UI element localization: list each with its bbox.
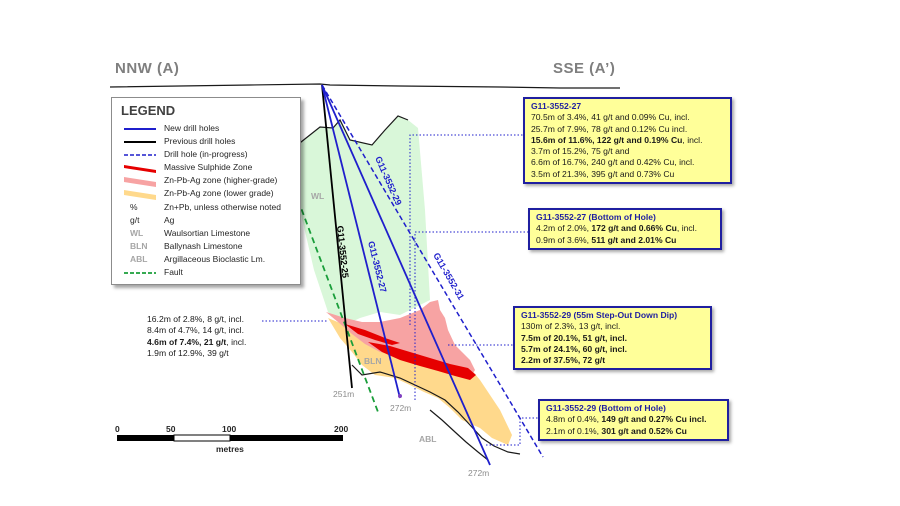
drill-hole-29 [321,84,491,466]
legend-abbr: BLN [130,241,148,251]
scale-tick-0: 0 [115,424,120,434]
hole-25-intercept: 16.2m of 2.8%, 8 g/t, incl. 8.4m of 4.7%… [147,314,246,359]
legend-label: Massive Sulphide Zone [164,162,253,172]
callout-line: 25.7m of 7.9%, 78 g/t and 0.12% Cu incl. [531,123,688,134]
legend-title: LEGEND [121,103,176,118]
callout-line: 3.7m of 15.2%, 75 g/t and [531,146,630,157]
callout-hole-27-bottom: G11-3552-27 (Bottom of Hole) 4.2m of 2.0… [528,208,722,250]
callout-line: 5.7m of 24.1%, 60 g/t, incl. [521,343,628,354]
callout-line: 2.2m of 37.5%, 72 g/t [521,355,606,366]
legend-label: Previous drill holes [164,136,236,146]
intercept-line: 1.9m of 12.9%, 39 g/t [147,347,229,358]
leader-29-bottom [486,417,538,446]
legend-label: Drill hole (in-progress) [164,149,248,159]
intercept-line: 4.6m of 7.4%, 21 g/t, incl. [147,336,247,347]
intercept-line: 16.2m of 2.8%, 8 g/t, incl. [147,314,244,324]
callout-line: 4.8m of 0.4%, 149 g/t and 0.27% Cu incl. [546,414,707,425]
leader-27 [409,134,523,325]
callout-hole-27: G11-3552-27 70.5m of 3.4%, 41 g/t and 0.… [523,97,732,185]
callout-header: G11-3552-27 [531,101,582,111]
section-label-right: SSE (A’) [553,60,616,77]
callout-line: 6.6m of 16.7%, 240 g/t and 0.42% Cu, inc… [531,157,695,168]
callout-line: 15.6m of 11.6%, 122 g/t and 0.19% Cu, in… [531,134,703,145]
callout-header: G11-3552-29 (55m Step-Out Down Dip) [521,310,678,320]
topographic-surface [109,83,620,89]
intercept-line: 8.4m of 4.7%, 14 g/t, incl. [147,325,244,336]
orange-zone-icon [124,190,156,200]
legend-label: Zn+Pb, unless otherwise noted [164,202,281,212]
hole-label-31: G11-3552-31 [431,251,466,302]
legend-label: New drill holes [164,123,220,133]
drill-hole-27 [321,84,401,399]
legend-box: LEGEND New drill holes Previous drill ho… [111,97,301,285]
higher-grade-zone [326,300,475,378]
legend-label: Waulsortian Limestone [164,228,251,238]
bln-abl-contact [351,364,521,455]
leader-27-bottom [414,231,528,400]
callout-hole-29-bottom: G11-3552-29 (Bottom of Hole) 4.8m of 0.4… [538,399,729,441]
legend-label: Argillaceous Bioclastic Lm. [164,254,266,264]
depth-label-hole-25: 251m [333,389,355,399]
legend-label: Zn-Pb-Ag zone (lower grade) [164,188,274,198]
callout-line: 3.5m of 21.3%, 395 g/t and 0.73% Cu [531,168,675,179]
callout-line: 2.1m of 0.1%, 301 g/t and 0.52% Cu [546,425,687,436]
section-label-left: NNW (A) [115,60,180,77]
solid-black-line-icon [124,141,156,143]
callout-line: 70.5m of 3.4%, 41 g/t and 0.09% Cu, incl… [531,112,690,123]
dashed-green-line-icon [124,272,156,274]
scale-tick-50: 50 [166,424,176,434]
callout-line: 0.9m of 3.6%, 511 g/t and 2.01% Cu [536,234,677,245]
callout-hole-29: G11-3552-29 (55m Step-Out Down Dip) 130m… [513,306,712,371]
drill-hole-25 [321,84,353,389]
hole-27-end-marker [398,394,402,398]
legend-abbr: g/t [130,215,140,225]
scale-unit: metres [216,444,244,454]
callout-line: 130m of 2.3%, 13 g/t, incl. [521,321,621,332]
dashed-blue-line-icon [124,154,156,156]
scale-tick-200: 200 [334,424,349,434]
legend-label: Zn-Pb-Ag zone (higher-grade) [164,175,278,185]
callout-line: 4.2m of 2.0%, 172 g/t and 0.66% Cu, incl… [536,223,697,234]
depth-label-hole-27: 272m [390,403,412,413]
scale-tick-100: 100 [222,424,237,434]
callout-header: G11-3552-29 (Bottom of Hole) [546,403,666,413]
legend-label: Ballynash Limestone [164,241,243,251]
legend-label: Ag [164,215,175,225]
solid-blue-line-icon [124,128,156,130]
red-zone-icon [124,165,156,173]
legend-abbr: WL [130,228,144,238]
unit-label-abl: ABL [419,434,437,444]
callout-line: 7.5m of 20.1%, 51 g/t, incl. [521,332,628,343]
lower-grade-zone [328,318,512,445]
unit-label-wl: WL [311,191,325,201]
wl-top-contact [295,115,409,147]
legend-abbr: % [130,202,138,212]
legend-abbr: ABL [130,254,148,264]
fault-line [297,199,379,413]
legend-label: Fault [164,267,183,277]
scale-bar [117,434,343,442]
callout-header: G11-3552-27 (Bottom of Hole) [536,212,656,222]
pink-zone-icon [124,177,156,187]
unit-label-bln: BLN [364,356,382,366]
drill-hole-31 [321,84,544,458]
waulsortian-limestone-zone [296,116,430,325]
depth-label-hole-29: 272m [468,468,490,478]
lower-contact [429,409,489,461]
